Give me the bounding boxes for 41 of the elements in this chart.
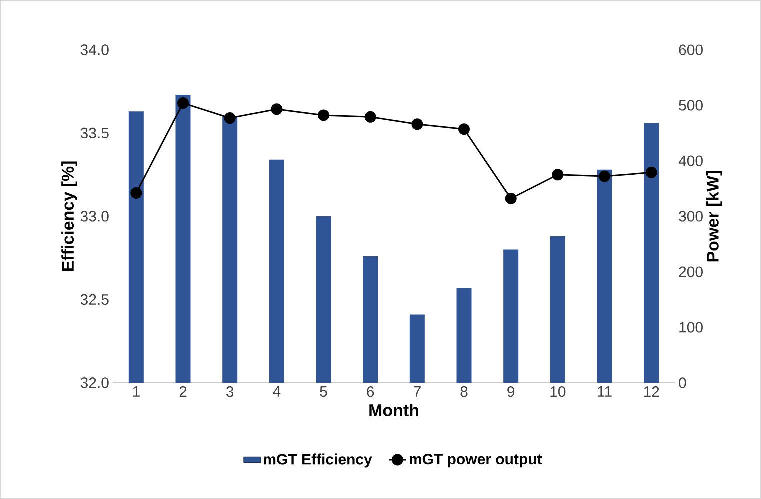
point [318,110,330,122]
x-tick-label: 5 [320,386,328,397]
x-tick-label: 6 [367,386,374,398]
x-tick-label: 8 [460,386,468,398]
point [412,118,424,130]
y2-axis-title: Power [kW] [706,171,722,262]
x-axis-title: Month [370,404,418,417]
point [599,170,610,182]
x-tick-label: 11 [598,386,612,397]
y2-tick-label: 300 [679,211,703,222]
point [271,104,283,116]
point [458,124,470,136]
y-tick-label: 32.0 [80,378,109,388]
point [646,166,658,178]
y-axis-title: Efficiency [%] [62,162,78,272]
y2-tick-label: 600 [679,44,703,56]
x-tick-label: 1 [133,386,140,397]
point [552,169,564,181]
y-tick-label: 33.5 [80,128,109,139]
y2-tick-label: 100 [680,322,703,333]
y2-tick-label: 0 [679,378,686,388]
y-tick-label: 34.0 [80,44,109,56]
point [130,187,142,199]
point [505,192,517,204]
x-tick-label: 9 [508,386,515,398]
x-tick-label: 2 [180,386,187,398]
x-tick-label: 10 [550,386,566,398]
y2-tick-label: 200 [679,266,703,278]
x-tick-label: 4 [273,386,281,397]
point [364,111,376,123]
x-tick-label: 7 [414,386,421,397]
legend-label: mGT Efficiency [264,454,372,468]
point [178,98,189,110]
x-tick-label: 12 [644,386,660,398]
y-tick-label: 32.5 [80,294,109,306]
y2-tick-label: 400 [678,156,703,166]
x-tick-label: 3 [226,386,234,398]
y2-tick-label: 500 [679,100,703,111]
point [224,112,236,124]
legend-label: mGT power output [410,454,542,468]
y-tick-label: 33.0 [80,211,109,222]
